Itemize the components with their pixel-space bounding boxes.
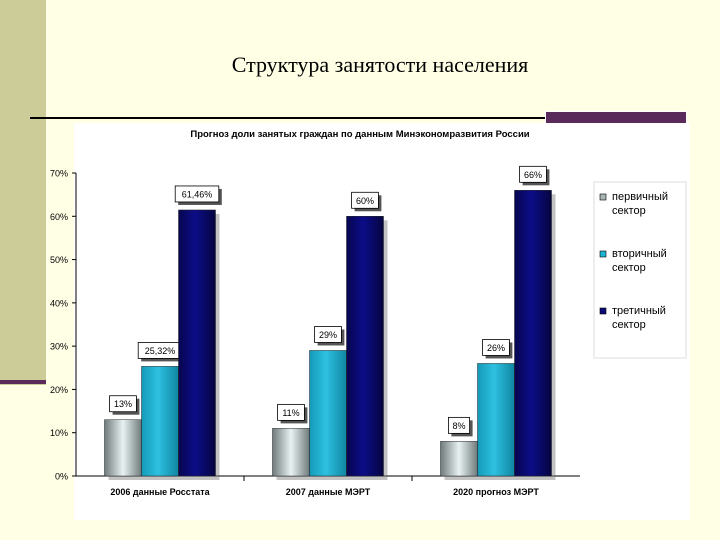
y-tick-label: 70%: [50, 169, 68, 179]
chart-title: Прогноз доли занятых граждан по данным М…: [190, 129, 529, 140]
legend-label-primary: первичный: [612, 191, 668, 203]
title-rule: [30, 117, 685, 119]
data-label: 13%: [114, 399, 132, 409]
legend-label-primary: сектор: [612, 205, 646, 217]
y-tick-label: 50%: [50, 255, 68, 265]
data-label: 60%: [356, 196, 374, 206]
data-label-box: [519, 165, 547, 183]
bar-tertiary: [514, 190, 552, 477]
data-label: 61,46%: [182, 189, 213, 199]
y-tick-label: 30%: [50, 342, 68, 352]
x-category-label: 2007 данные МЭРТ: [286, 487, 371, 497]
bar-tertiary: [346, 216, 384, 477]
data-label: 29%: [319, 330, 337, 340]
legend-box: [593, 181, 687, 359]
data-label-box: [447, 416, 470, 434]
data-label-box: [174, 185, 220, 203]
bar-primary: [272, 428, 310, 477]
y-tick-label: 40%: [50, 298, 68, 308]
y-tick-label: 60%: [50, 212, 68, 222]
data-label: 26%: [487, 343, 505, 353]
left-decor-band: [0, 0, 46, 385]
legend-label-tertiary: третичный: [612, 305, 666, 317]
data-label: 8%: [452, 421, 465, 431]
data-label: 11%: [282, 408, 299, 418]
legend-swatch-secondary: [599, 250, 607, 258]
y-tick-label: 20%: [50, 385, 68, 395]
data-label: 66%: [524, 170, 542, 180]
slide-title: Структура занятости населения: [231, 52, 529, 77]
legend-swatch-tertiary: [599, 307, 607, 315]
legend-label-tertiary: сектор: [612, 319, 646, 331]
x-category-label: 2006 данные Росстата: [110, 487, 210, 497]
y-tick-label: 10%: [50, 428, 68, 438]
data-label-box: [351, 191, 379, 209]
bar-secondary: [141, 366, 179, 477]
x-category-label: 2020 прогноз МЭРТ: [453, 487, 539, 497]
data-label-box: [277, 403, 305, 421]
data-label-box: [482, 339, 510, 356]
data-label-box: [109, 395, 137, 413]
data-label: 25,32%: [145, 346, 176, 356]
left-decor-line: [0, 380, 46, 384]
bar-primary: [440, 441, 478, 477]
data-label-box: [314, 326, 342, 343]
bar-secondary: [477, 363, 515, 477]
bar-tertiary: [178, 209, 216, 477]
y-tick-label: 0%: [55, 472, 68, 482]
bar-secondary: [309, 350, 347, 477]
legend-swatch-primary: [599, 193, 607, 201]
legend-label-secondary: вторичный: [612, 248, 667, 260]
legend-label-secondary: сектор: [612, 262, 646, 274]
bar-primary: [104, 419, 142, 477]
